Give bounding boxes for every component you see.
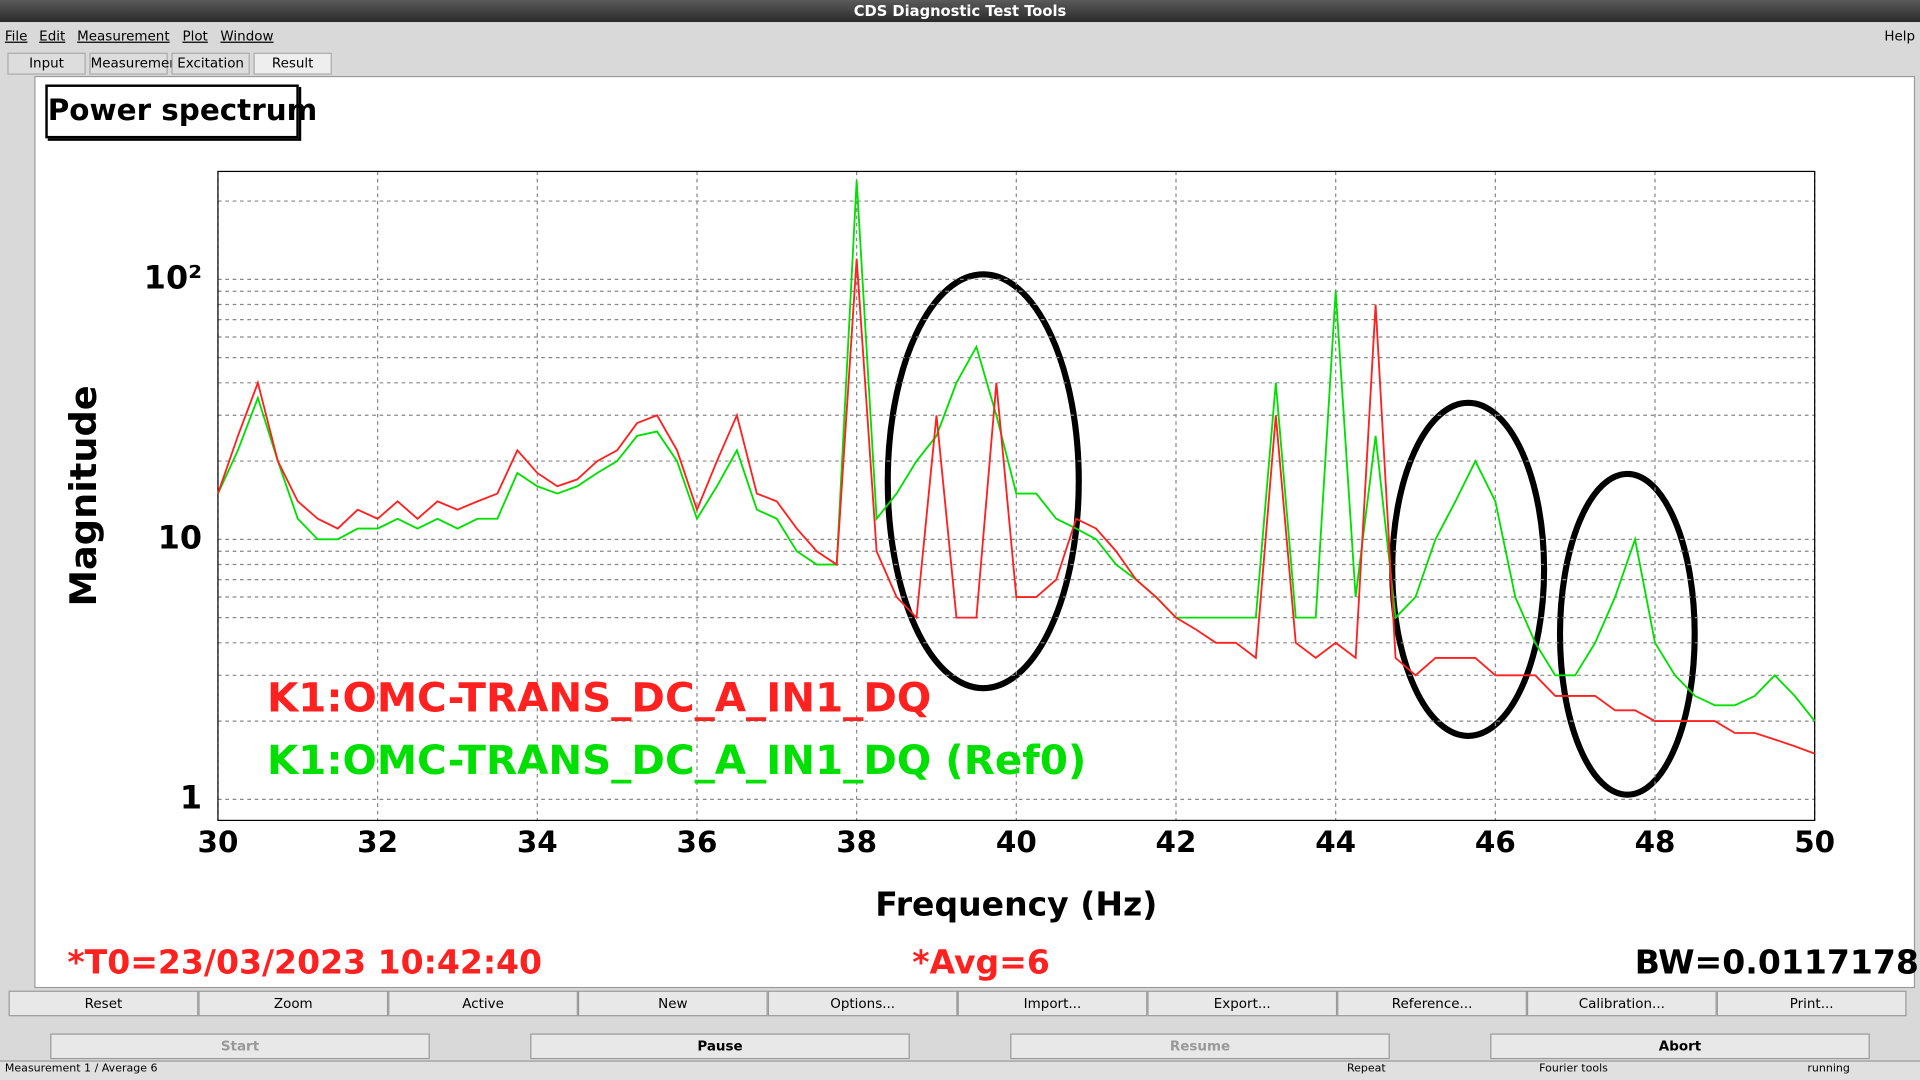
x-tick-label: 42 — [1156, 825, 1197, 859]
x-tick-label: 36 — [677, 825, 718, 859]
button[interactable]: Zoom — [198, 990, 389, 1017]
tab[interactable]: Measurement — [89, 52, 183, 75]
y-tick-label: 1 — [180, 778, 202, 816]
grid — [217, 171, 1816, 821]
x-tick-label: 44 — [1315, 825, 1356, 859]
annotation-ellipse — [1389, 399, 1548, 739]
status-bar — [0, 1060, 1920, 1080]
button[interactable]: Export... — [1147, 990, 1338, 1017]
x-tick-label: 40 — [996, 825, 1037, 859]
button[interactable]: Options... — [767, 990, 958, 1017]
y-tick-label: 10 — [158, 518, 202, 556]
control-button[interactable]: Abort — [1490, 1033, 1870, 1060]
status-field: Fourier tools — [1539, 1062, 1608, 1076]
control-button[interactable]: Resume — [1010, 1033, 1390, 1060]
x-axis-label: Frequency (Hz) — [875, 885, 1157, 924]
menu-item[interactable]: Window — [220, 28, 274, 45]
t0-label: *T0=23/03/2023 10:42:40 — [67, 944, 543, 983]
series-line — [217, 258, 1816, 755]
legend-entry: K1:OMC-TRANS_DC_A_IN1_DQ — [267, 673, 931, 721]
annotation-ellipse — [1556, 470, 1698, 798]
x-tick-label: 48 — [1635, 825, 1676, 859]
status-field: Repeat — [1346, 1062, 1386, 1076]
plot-title: Power spectrum — [45, 84, 317, 139]
title-bar — [0, 0, 1920, 23]
bw-label: BW=0.0117178 — [1634, 944, 1919, 983]
annotation-ellipse — [884, 271, 1082, 692]
series-line — [217, 180, 1816, 722]
x-tick-label: 46 — [1475, 825, 1516, 859]
legend-entry: K1:OMC-TRANS_DC_A_IN1_DQ (Ref0) — [267, 736, 1086, 784]
tab[interactable]: Input — [7, 52, 86, 75]
x-tick-label: 32 — [357, 825, 398, 859]
menu-item[interactable]: File — [4, 28, 28, 45]
button[interactable]: Print... — [1716, 990, 1907, 1017]
window-title: CDS Diagnostic Test Tools — [853, 2, 1067, 20]
status-field: Measurement 1 / Average 6 — [4, 1062, 158, 1076]
menu-item[interactable]: Edit — [39, 28, 66, 45]
x-tick-label: 38 — [836, 825, 877, 859]
status-field: running — [1807, 1062, 1850, 1076]
button[interactable]: Reset — [8, 990, 199, 1017]
y-tick-label: 10² — [144, 258, 202, 296]
x-tick-label: 34 — [517, 825, 558, 859]
tab[interactable]: Result — [253, 52, 332, 75]
control-button[interactable]: Start — [50, 1033, 430, 1060]
button[interactable]: Import... — [957, 990, 1148, 1017]
x-tick-label: 50 — [1794, 825, 1835, 859]
tab[interactable]: Excitation — [171, 52, 250, 75]
button[interactable]: Calibration... — [1526, 990, 1717, 1017]
control-button[interactable]: Pause — [530, 1033, 910, 1060]
plot-panel — [34, 75, 1916, 989]
button[interactable]: New — [577, 990, 768, 1017]
button[interactable]: Reference... — [1337, 990, 1527, 1017]
button[interactable]: Active — [388, 990, 578, 1017]
menu-item[interactable]: Measurement — [77, 28, 170, 45]
menu-help[interactable]: Help — [1884, 28, 1916, 45]
y-axis-label: Magnitude — [62, 385, 105, 606]
menu-item[interactable]: Plot — [182, 28, 208, 45]
avg-label: *Avg=6 — [912, 944, 1050, 983]
plot-frame — [217, 170, 1816, 822]
x-tick-label: 30 — [198, 825, 239, 859]
